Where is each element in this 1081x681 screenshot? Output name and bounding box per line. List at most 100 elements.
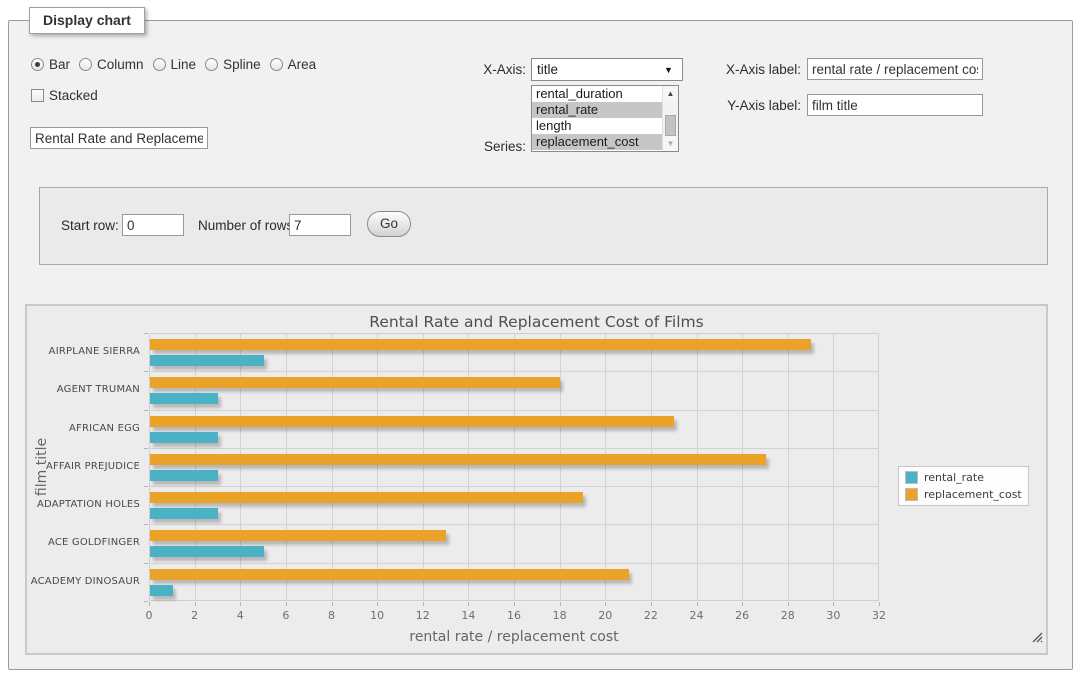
x-tick-mark	[468, 602, 469, 606]
gridline-horizontal	[149, 448, 879, 449]
y-axis-label-label: Y-Axis label:	[651, 96, 801, 116]
stacked-checkbox-row[interactable]: Stacked	[31, 88, 98, 103]
bar-rental_rate	[150, 585, 173, 596]
y-category-label: ACADEMY DINOSAUR	[29, 576, 140, 587]
chart-type-radio-area[interactable]: Area	[270, 57, 317, 72]
bar-replacement_cost	[150, 416, 674, 427]
legend-swatch-rental_rate	[905, 471, 918, 484]
y-tick-mark	[144, 410, 148, 411]
bar-replacement_cost	[150, 569, 629, 580]
scrollbar-down-arrow-icon[interactable]: ▼	[663, 136, 678, 151]
radio-icon[interactable]	[270, 58, 283, 71]
gridline-vertical	[514, 333, 515, 601]
x-tick-label: 14	[448, 609, 488, 622]
bar-rental_rate	[150, 546, 264, 557]
bar-replacement_cost	[150, 454, 766, 465]
radio-icon[interactable]	[31, 58, 44, 71]
x-tick-label: 0	[129, 609, 169, 622]
x-axis-label-input[interactable]	[807, 58, 983, 80]
y-category-label: ACE GOLDFINGER	[29, 537, 140, 548]
series-option-rental_duration[interactable]: rental_duration	[532, 86, 662, 102]
start-row-label: Start row:	[61, 216, 119, 236]
radio-label: Column	[97, 57, 144, 72]
y-tick-mark	[144, 563, 148, 564]
x-axis-selected-value: title	[532, 62, 664, 77]
chart-title-input[interactable]	[30, 127, 208, 149]
scrollbar-thumb[interactable]	[665, 115, 676, 136]
chart-x-axis-title: rental rate / replacement cost	[149, 629, 879, 645]
bar-rental_rate	[150, 470, 218, 481]
fieldset-legend: Display chart	[29, 7, 145, 34]
x-tick-label: 16	[494, 609, 534, 622]
chart-legend: rental_rate replacement_cost	[898, 466, 1029, 506]
bar-replacement_cost	[150, 339, 811, 350]
x-tick-label: 2	[175, 609, 215, 622]
radio-label: Spline	[223, 57, 261, 72]
x-tick-mark	[560, 602, 561, 606]
y-category-label: AGENT TRUMAN	[29, 384, 140, 395]
x-tick-label: 12	[403, 609, 443, 622]
x-tick-mark	[195, 602, 196, 606]
display-chart-fieldset: Display chart BarColumnLineSplineArea St…	[8, 20, 1073, 670]
x-tick-mark	[514, 602, 515, 606]
gridline-vertical	[332, 333, 333, 601]
number-of-rows-label: Number of rows:	[198, 216, 297, 236]
series-option-replacement_cost[interactable]: replacement_cost	[532, 134, 662, 150]
radio-label: Area	[288, 57, 317, 72]
chart-type-radio-group: Bar Column Line Spline Area	[31, 57, 316, 72]
x-tick-mark	[742, 602, 743, 606]
series-option-length[interactable]: length	[532, 118, 662, 134]
radio-label: Bar	[49, 57, 70, 72]
gridline-vertical	[240, 333, 241, 601]
y-axis-label-input[interactable]	[807, 94, 983, 116]
chart-title: Rental Rate and Replacement Cost of Film…	[27, 313, 1046, 331]
bar-rental_rate	[150, 393, 218, 404]
stacked-label: Stacked	[49, 88, 98, 103]
x-tick-label: 22	[631, 609, 671, 622]
y-tick-mark	[144, 333, 148, 334]
x-tick-mark	[605, 602, 606, 606]
start-row-input[interactable]	[122, 214, 184, 236]
x-tick-mark	[377, 602, 378, 606]
chart-type-radio-spline[interactable]: Spline	[205, 57, 261, 72]
legend-entry-replacement_cost: replacement_cost	[905, 488, 1022, 501]
chart-type-radio-column[interactable]: Column	[79, 57, 144, 72]
y-category-label: AFRICAN EGG	[29, 423, 140, 434]
y-tick-mark	[144, 486, 148, 487]
legend-label: rental_rate	[924, 471, 984, 484]
gridline-vertical	[195, 333, 196, 601]
gridline-vertical	[788, 333, 789, 601]
x-tick-mark	[788, 602, 789, 606]
x-tick-mark	[149, 602, 150, 606]
x-tick-label: 28	[768, 609, 808, 622]
x-tick-label: 4	[220, 609, 260, 622]
x-tick-label: 20	[585, 609, 625, 622]
x-tick-mark	[286, 602, 287, 606]
gridline-vertical	[651, 333, 652, 601]
y-tick-mark	[144, 524, 148, 525]
x-axis-label-label: X-Axis label:	[651, 60, 801, 80]
y-tick-mark	[144, 371, 148, 372]
y-tick-mark	[144, 601, 148, 602]
radio-icon[interactable]	[153, 58, 166, 71]
radio-icon[interactable]	[205, 58, 218, 71]
x-tick-mark	[332, 602, 333, 606]
go-button[interactable]: Go	[367, 211, 411, 237]
legend-entry-rental_rate: rental_rate	[905, 471, 1022, 484]
bar-replacement_cost	[150, 492, 583, 503]
bar-rental_rate	[150, 508, 218, 519]
radio-icon[interactable]	[79, 58, 92, 71]
chart-type-radio-bar[interactable]: Bar	[31, 57, 70, 72]
x-tick-label: 18	[540, 609, 580, 622]
number-of-rows-input[interactable]	[289, 214, 351, 236]
gridline-horizontal	[149, 410, 879, 411]
y-category-label: AIRPLANE SIERRA	[29, 346, 140, 357]
stacked-checkbox[interactable]	[31, 89, 44, 102]
y-category-label: AFFAIR PREJUDICE	[29, 461, 140, 472]
legend-label: replacement_cost	[924, 488, 1022, 501]
chart-type-radio-line[interactable]: Line	[153, 57, 197, 72]
resize-grip[interactable]	[1030, 630, 1043, 643]
y-category-label: ADAPTATION HOLES	[29, 499, 140, 510]
gridline-horizontal	[149, 371, 879, 372]
series-option-rental_rate[interactable]: rental_rate	[532, 102, 662, 118]
